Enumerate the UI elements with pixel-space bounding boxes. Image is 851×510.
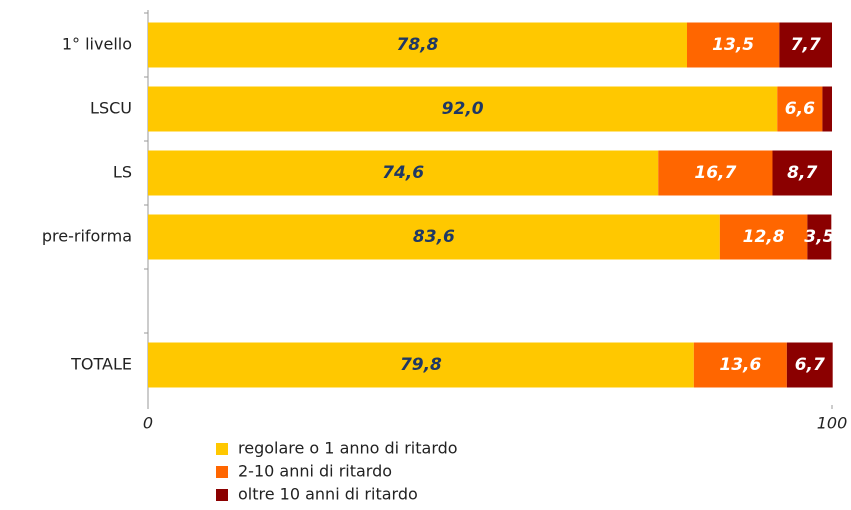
value-label: 74,6: [382, 163, 424, 183]
x-tick-label: 0: [143, 414, 153, 433]
value-label: 13,5: [712, 35, 754, 55]
bar-segment: [693, 342, 787, 388]
y-tick-label: 1° livello: [62, 35, 132, 54]
y-tick-label: TOTALE: [70, 355, 132, 374]
value-label: 83,6: [413, 227, 455, 247]
value-label: 12,8: [743, 227, 785, 247]
bar-segment: [772, 150, 832, 196]
bar-segment: [719, 214, 808, 260]
bar-segment: [148, 342, 694, 388]
y-tick-label: LSCU: [90, 99, 132, 118]
value-label: 3,5: [804, 227, 834, 247]
value-label: 7,7: [791, 35, 821, 55]
value-label: 13,6: [719, 355, 761, 375]
legend-swatch: [216, 466, 228, 478]
value-label: 16,7: [694, 163, 736, 183]
legend-label: oltre 10 anni di ritardo: [238, 485, 418, 504]
bar-segment: [148, 150, 659, 196]
y-tick-label: LS: [113, 163, 132, 182]
bar-segment: [786, 342, 833, 388]
y-tick-label: pre-riforma: [42, 227, 132, 246]
bar-segment: [658, 150, 773, 196]
bar-segment: [807, 214, 832, 260]
bar-segment: [777, 86, 823, 132]
bar-segment: [822, 86, 832, 132]
legend-swatch: [216, 443, 228, 455]
value-label: 79,8: [400, 355, 442, 375]
bar-segment: [148, 22, 687, 68]
x-tick-label: 100: [817, 414, 848, 433]
value-label: 8,7: [787, 163, 817, 183]
legend-label: regolare o 1 anno di ritardo: [238, 439, 458, 458]
bar-segment: [148, 214, 720, 260]
bar-segment: [686, 22, 780, 68]
bar-segment: [779, 22, 832, 68]
value-label: 92,0: [442, 99, 484, 119]
value-label: 6,7: [795, 355, 825, 375]
value-label: 6,6: [785, 99, 815, 119]
value-label: 78,8: [397, 35, 439, 55]
legend-label: 2-10 anni di ritardo: [238, 462, 392, 481]
legend-swatch: [216, 489, 228, 501]
bar-segment: [148, 86, 778, 132]
